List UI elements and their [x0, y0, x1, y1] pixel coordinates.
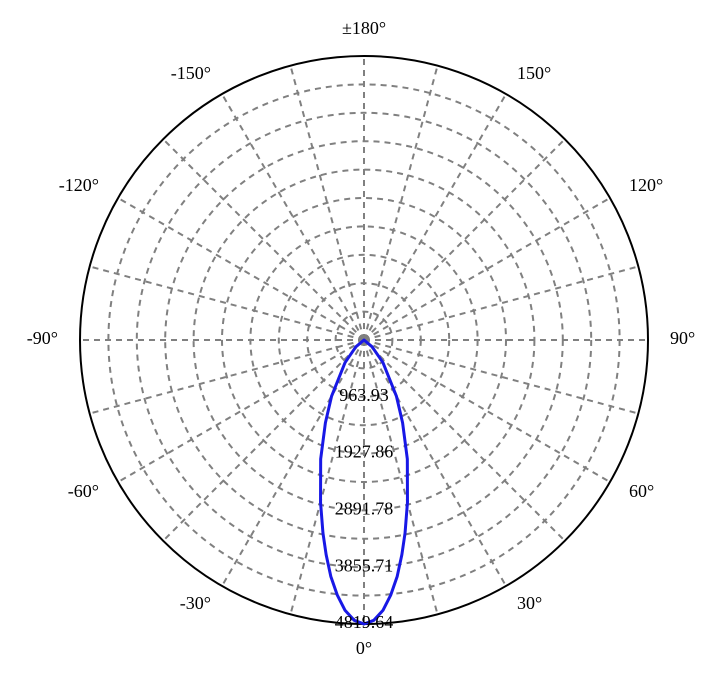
angle-grid-spoke: [222, 94, 364, 340]
angle-label: 60°: [629, 481, 654, 501]
angle-label: 30°: [517, 593, 542, 613]
angle-grid-spoke: [364, 139, 565, 340]
radial-label: 4819.64: [335, 612, 394, 632]
angle-label: 0°: [356, 638, 372, 658]
radial-label: 2891.78: [335, 499, 394, 519]
angle-label: 120°: [629, 175, 663, 195]
angle-label: -150°: [171, 63, 211, 83]
angle-label: ±180°: [342, 18, 386, 38]
polar-chart: ±180° -150° -120° -90° -60° -30° 0° 30° 60° 90° 12…: [0, 0, 728, 692]
angle-label: -90°: [27, 328, 58, 348]
angle-grid-spoke: [118, 198, 364, 340]
angle-grid-spoke: [364, 94, 506, 340]
angle-label: 150°: [517, 63, 551, 83]
radial-label: 963.93: [339, 385, 389, 405]
angle-grid-spoke: [90, 266, 364, 340]
radial-label: 3855.71: [335, 555, 394, 575]
angle-grid-spoke: [364, 266, 638, 340]
angle-label: -60°: [68, 481, 99, 501]
angle-label: 90°: [670, 328, 695, 348]
angle-label: -30°: [180, 593, 211, 613]
radial-label: 1927.86: [335, 442, 394, 462]
angle-label: -120°: [59, 175, 99, 195]
